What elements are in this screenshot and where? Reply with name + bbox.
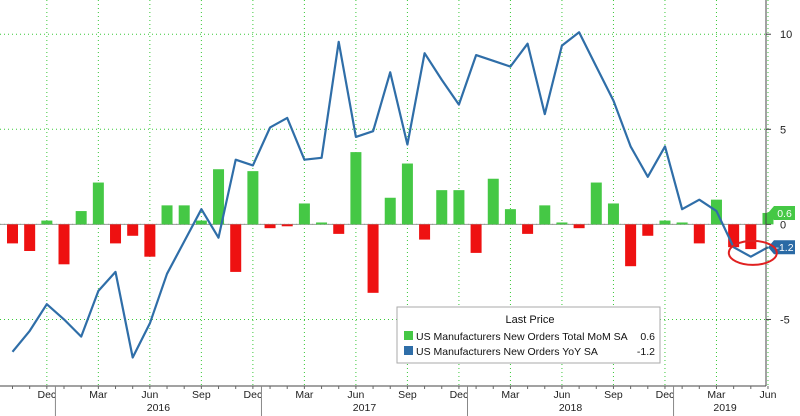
annotation-layer (727, 239, 778, 266)
yoy-line (11, 31, 769, 359)
bar (539, 205, 551, 225)
bar (41, 220, 53, 225)
x-month-label: Jun (141, 389, 158, 401)
bar (367, 224, 379, 293)
last-value-tag-label: 0.6 (777, 208, 792, 220)
last-value-tag (768, 205, 795, 220)
bar (127, 224, 139, 236)
legend-label-line: US Manufacturers New Orders YoY SA (416, 346, 598, 358)
x-month-label: Mar (295, 389, 314, 401)
last-value-tag (768, 240, 795, 255)
x-month-label: Sep (604, 389, 623, 401)
bar (642, 224, 654, 236)
bar (728, 224, 740, 248)
x-month-label: Jun (553, 389, 570, 401)
x-month-label: Dec (37, 389, 56, 401)
bar (110, 224, 122, 244)
last-value-tag-label: -1.2 (775, 242, 793, 254)
tags-layer: 0.6 -1.2 (768, 205, 795, 255)
x-year-label: 2019 (713, 402, 737, 414)
bar (75, 211, 87, 225)
bar (161, 205, 173, 225)
bar (316, 222, 328, 225)
legend-value-line: -1.2 (637, 346, 655, 358)
bar (213, 169, 225, 225)
bar (247, 171, 259, 225)
bar (7, 224, 18, 244)
legend-label-bars: US Manufacturers New Orders Total MoM SA (416, 331, 628, 343)
bar (470, 224, 482, 253)
bar (230, 224, 242, 272)
x-month-label: Jun (347, 389, 364, 401)
bar (556, 222, 568, 225)
bar (436, 190, 448, 225)
legend-box (396, 306, 661, 364)
x-year-label: 2016 (147, 402, 171, 414)
bar (522, 224, 534, 234)
bar (144, 224, 156, 257)
y-tick-label: -5 (780, 314, 790, 326)
bar (281, 224, 293, 227)
x-month-label: Dec (450, 389, 469, 401)
bar (762, 212, 774, 225)
legend-swatch-bars (404, 331, 413, 340)
x-year-label: 2017 (353, 402, 377, 414)
bar (92, 182, 104, 225)
bar (625, 224, 637, 267)
bars-layer (7, 152, 774, 293)
y-tick-label: 0 (780, 219, 786, 231)
bar (298, 203, 310, 225)
bar (693, 224, 705, 244)
bar (264, 224, 276, 229)
bar (745, 224, 757, 250)
bar (676, 222, 688, 225)
x-month-label: Mar (707, 389, 726, 401)
x-month-label: Sep (192, 389, 211, 401)
y-tick-label: 10 (780, 29, 792, 41)
x-month-label: Dec (656, 389, 675, 401)
bar (24, 224, 36, 251)
legend-title: Last Price (506, 314, 555, 326)
y-tick-label: 5 (780, 124, 786, 136)
bar (504, 209, 516, 225)
bar (401, 163, 413, 225)
bar (573, 224, 585, 229)
x-year-label: 2018 (559, 402, 583, 414)
legend-value-bars: 0.6 (640, 331, 655, 343)
bar (590, 182, 602, 225)
bar (195, 220, 207, 225)
bar (659, 220, 671, 225)
bar (333, 224, 345, 234)
bar (58, 224, 70, 265)
bar (453, 190, 465, 225)
line-layer (11, 31, 769, 359)
bar (384, 197, 396, 225)
bar (487, 178, 499, 225)
bar (178, 205, 190, 225)
legend-swatch-line (404, 346, 413, 355)
legend: Last Price US Manufacturers New Orders T… (396, 306, 661, 364)
bar (419, 224, 431, 240)
x-month-label: Dec (244, 389, 263, 401)
x-month-label: Mar (89, 389, 108, 401)
x-month-label: Mar (501, 389, 520, 401)
highlight-circle (727, 239, 778, 266)
x-month-label: Jun (760, 389, 777, 401)
bar (607, 203, 619, 225)
x-month-label: Sep (398, 389, 417, 401)
bar (350, 152, 362, 225)
